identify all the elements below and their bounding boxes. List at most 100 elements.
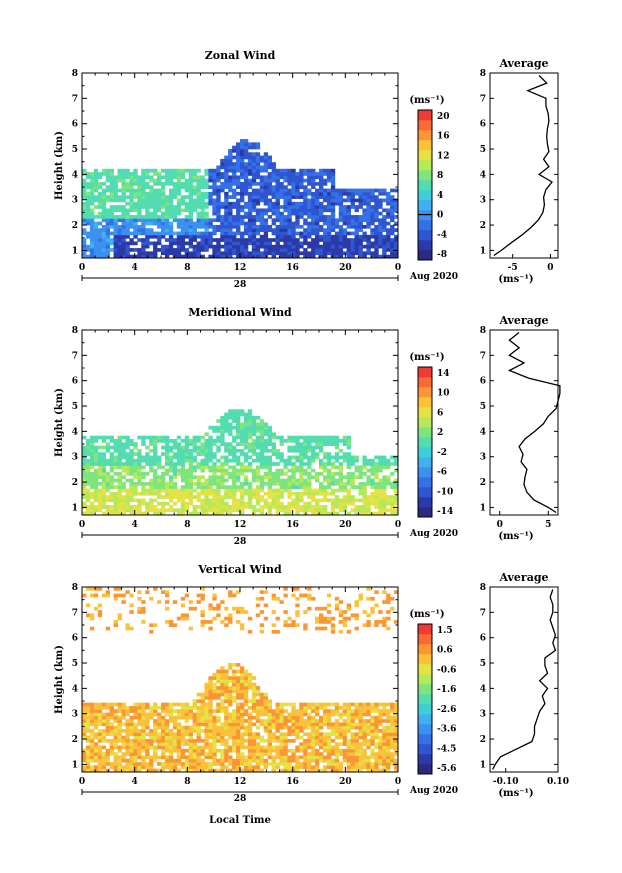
heatmap-cell (188, 215, 193, 219)
heatmap-cell (188, 254, 193, 259)
heatmap-cell (267, 215, 272, 219)
heatmap-cell (188, 468, 193, 473)
heatmap-cell (263, 725, 269, 730)
heatmap-cell (247, 211, 253, 216)
heatmap-cell (232, 439, 237, 443)
heatmap-cell (82, 732, 87, 737)
heatmap-cell (247, 498, 253, 503)
heatmap-cell (287, 244, 292, 249)
heatmap-cell (275, 175, 280, 180)
heatmap-cell (319, 722, 324, 727)
heatmap-cell (271, 765, 276, 770)
heatmap-cell (216, 715, 221, 720)
heatmap-cell (251, 686, 257, 690)
heatmap-cell (240, 238, 245, 242)
heatmap-cell (161, 719, 166, 723)
heatmap-cell (378, 462, 383, 466)
heatmap-cell (275, 182, 280, 186)
heatmap-cell (153, 452, 158, 456)
heatmap-cell (180, 495, 186, 499)
heatmap-cell (240, 182, 245, 186)
heatmap-cell (263, 201, 269, 206)
heatmap-cell (338, 505, 344, 509)
heatmap-cell (93, 505, 99, 509)
heatmap-cell (243, 455, 249, 460)
heatmap-cell (125, 478, 130, 483)
heatmap-cell (243, 152, 249, 156)
heatmap-cell (228, 218, 233, 223)
heatmap-cell (93, 448, 99, 453)
heatmap-cell (283, 208, 288, 213)
heatmap-cell (192, 178, 197, 183)
heatmap-cell (141, 465, 146, 470)
heatmap-cell (251, 165, 257, 170)
heatmap-cell (125, 735, 130, 740)
heatmap-cell (216, 248, 221, 252)
heatmap-cell (295, 481, 300, 486)
heatmap-cell (129, 508, 134, 513)
heatmap-cell (125, 472, 130, 476)
heatmap-cell (326, 472, 332, 476)
heatmap-cell (145, 508, 150, 513)
heatmap-cell (93, 439, 99, 443)
heatmap-cell (307, 485, 312, 489)
heatmap-cell (82, 195, 87, 199)
heatmap-cell (192, 475, 197, 480)
heatmap-cell (200, 485, 205, 489)
heatmap-cell (275, 238, 280, 242)
heatmap-cell (125, 231, 130, 236)
heatmap-cell (113, 445, 118, 450)
heatmap-cell (172, 182, 178, 186)
heatmap-cell (287, 215, 292, 219)
heatmap-cell (161, 742, 166, 746)
heatmap-cell (263, 748, 269, 753)
heatmap-cell (196, 234, 201, 239)
heatmap-cell (168, 752, 174, 756)
heatmap-cell (117, 705, 122, 710)
heatmap-cell (346, 218, 351, 223)
heatmap-cell (291, 702, 296, 707)
heatmap-cell (291, 241, 296, 246)
colorbar-swatch (418, 250, 432, 261)
heatmap-cell (263, 712, 269, 717)
heatmap-cell (390, 238, 395, 242)
heatmap-cell (311, 752, 316, 756)
heatmap-cell (299, 719, 304, 723)
heatmap-cell (243, 221, 249, 226)
heatmap-cell (220, 755, 225, 760)
heatmap-cell (386, 254, 391, 259)
heatmap-cell (240, 244, 245, 249)
heatmap-cell (291, 725, 296, 730)
heatmap-cell (362, 488, 367, 493)
heatmap-cell (319, 188, 324, 193)
heatmap-cell (204, 452, 209, 456)
heatmap-cell (315, 616, 320, 621)
heatmap-cell (105, 702, 111, 707)
heatmap-cell (192, 445, 197, 450)
heatmap-cell (271, 162, 276, 166)
heatmap-cell (180, 752, 186, 756)
heatmap-cell (283, 610, 288, 614)
heatmap-cell (362, 218, 367, 223)
heatmap-cell (374, 244, 379, 249)
heatmap-cell (228, 205, 233, 209)
heatmap-cell (350, 481, 355, 486)
heatmap-cell (243, 172, 249, 176)
heatmap-cell (188, 600, 193, 604)
heatmap-cell (295, 445, 300, 450)
heatmap-cell (153, 231, 158, 236)
heatmap-cell (204, 765, 209, 770)
heatmap-cell (212, 205, 217, 209)
heatmap-cell (109, 168, 114, 173)
heatmap-cell (172, 762, 178, 766)
heatmap-cell (338, 439, 344, 443)
heatmap-cell (220, 768, 225, 773)
heatmap-cell (161, 732, 166, 737)
heatmap-cell (330, 172, 336, 176)
heatmap-cell (137, 455, 142, 460)
heatmap-cell (145, 218, 150, 223)
heatmap-cell (334, 758, 340, 763)
heatmap-cell (204, 686, 209, 690)
heatmap-cell (212, 768, 217, 773)
